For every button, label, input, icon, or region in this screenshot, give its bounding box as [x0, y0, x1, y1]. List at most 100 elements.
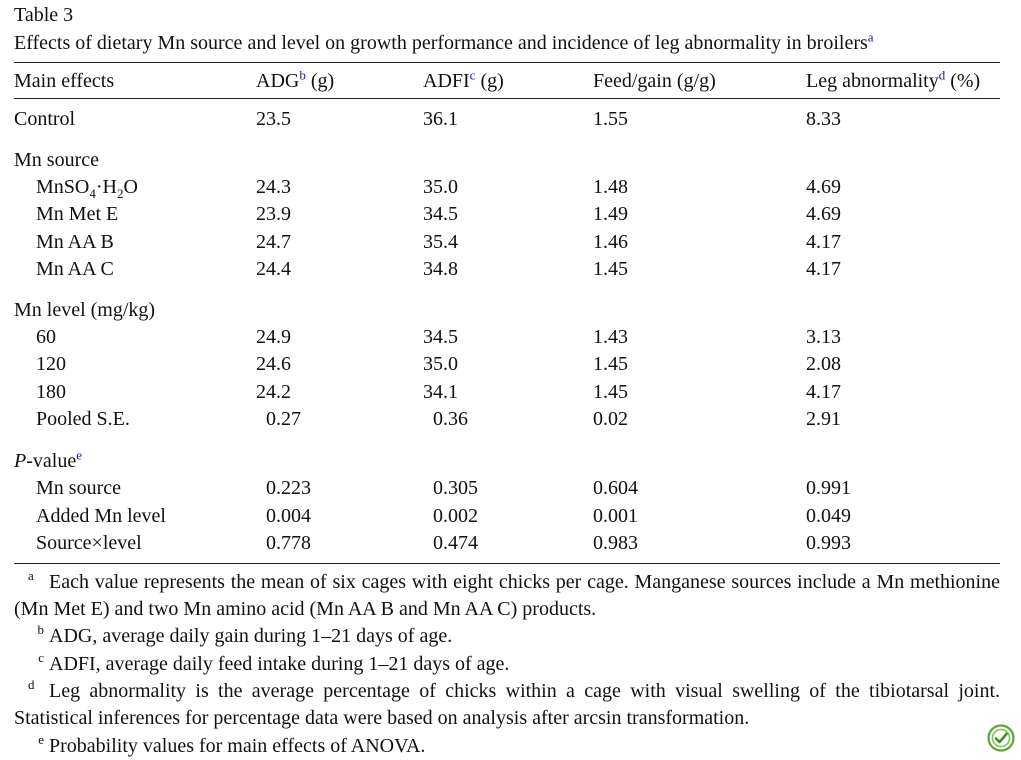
p-value-footnote-link[interactable]: e — [76, 447, 82, 463]
cell-level-120-adg: 24.6 — [256, 353, 291, 375]
table-label: Table 3 — [14, 4, 74, 26]
header-leg-abnormality: Leg abnormalityd (%) — [806, 67, 981, 93]
p-value-rest: -value — [26, 450, 77, 472]
cell-mn-met-e-adg: 23.9 — [256, 203, 291, 225]
row-label-mn-aa-b: Mn AA B — [36, 231, 114, 253]
row-label-control: Control — [14, 108, 76, 130]
title-footnote-link[interactable]: a — [867, 29, 874, 45]
footnote-b-text: ADG, average daily gain during 1–21 days… — [49, 625, 453, 647]
group-heading-p-value: P-valuee — [14, 447, 82, 473]
footnote-d: d Leg abnormality is the average percenta… — [14, 677, 1000, 729]
footnote-a: a Each value represents the mean of six c… — [14, 568, 1000, 620]
cell-p-mn-source-fg: 0.604 — [593, 477, 638, 499]
cell-mn-aa-c-adg: 24.4 — [256, 258, 291, 280]
cell-mn-aa-c-leg: 4.17 — [806, 258, 841, 280]
leg-footnote-link[interactable]: d — [938, 67, 946, 83]
cell-control-adg: 23.5 — [256, 108, 291, 130]
header-leg-unit: (%) — [945, 70, 981, 92]
cell-level-60-adg: 24.9 — [256, 326, 291, 348]
mnso4-part-a: MnSO — [36, 176, 90, 198]
source-x-level-part-b: level — [102, 532, 142, 554]
cell-level-120-fg: 1.45 — [593, 353, 628, 375]
mnso4-part-c: O — [123, 176, 138, 198]
row-label-level-120: 120 — [36, 353, 66, 375]
row-label-p-source-x-level: Source×level — [36, 531, 142, 555]
footnote-d-text: Leg abnormality is the average percentag… — [14, 680, 1000, 729]
row-label-mn-aa-c: Mn AA C — [36, 258, 114, 280]
cell-mn-aa-c-fg: 1.45 — [593, 258, 628, 280]
cell-mnso4-fg: 1.48 — [593, 176, 628, 198]
cell-level-180-adg: 24.2 — [256, 381, 291, 403]
cell-level-180-leg: 4.17 — [806, 381, 841, 403]
table-title-text: Effects of dietary Mn source and level o… — [14, 32, 868, 54]
p-italic: P — [14, 450, 27, 472]
cell-p-added-level-adg: 0.004 — [266, 505, 311, 527]
footnote-c: c ADFI, average daily feed intake during … — [38, 650, 510, 675]
adg-footnote-link[interactable]: b — [299, 67, 306, 83]
cell-p-added-level-leg: 0.049 — [806, 505, 851, 527]
bottom-rule — [14, 563, 1000, 564]
header-feed-gain: Feed/gain (g/g) — [593, 70, 716, 92]
row-label-level-180: 180 — [36, 381, 66, 403]
footnote-a-text: Each value represents the mean of six ca… — [14, 571, 1000, 620]
group-heading-mn-level: Mn level (mg/kg) — [14, 299, 156, 321]
cell-pooled-se-leg: 2.91 — [806, 408, 841, 430]
cell-p-added-level-adfi: 0.002 — [433, 505, 478, 527]
cell-mn-aa-b-adfi: 35.4 — [423, 231, 458, 253]
times-symbol: × — [91, 532, 103, 554]
cell-p-mn-source-adfi: 0.305 — [433, 477, 478, 499]
header-leg-text: Leg abnormality — [806, 70, 939, 92]
row-label-p-added-mn-level: Added Mn level — [36, 505, 166, 527]
header-adfi: ADFIc (g) — [423, 67, 504, 93]
row-label-p-mn-source: Mn source — [36, 477, 121, 499]
row-label-mn-met-e: Mn Met E — [36, 203, 119, 225]
header-adg-unit: (g) — [305, 70, 335, 92]
cell-level-60-fg: 1.43 — [593, 326, 628, 348]
cell-pooled-se-fg: 0.02 — [593, 408, 628, 430]
crossmark-icon[interactable] — [987, 724, 1015, 752]
cell-level-120-leg: 2.08 — [806, 353, 841, 375]
row-label-pooled-se: Pooled S.E. — [36, 408, 130, 430]
cell-mn-met-e-adfi: 34.5 — [423, 203, 458, 225]
header-adfi-unit: (g) — [475, 70, 504, 92]
mnso4-sub-4: 4 — [89, 186, 96, 201]
header-rule — [14, 98, 1000, 99]
adfi-footnote-link[interactable]: c — [469, 67, 476, 83]
cell-pooled-se-adfi: 0.36 — [433, 408, 468, 430]
cell-level-60-adfi: 34.5 — [423, 326, 458, 348]
cell-pooled-se-adg: 0.27 — [266, 408, 301, 430]
footnote-c-text: ADFI, average daily feed intake during 1… — [49, 653, 510, 675]
cell-level-120-adfi: 35.0 — [423, 353, 458, 375]
cell-p-interaction-leg: 0.993 — [806, 532, 851, 554]
footnote-e-text: Probability values for main effects of A… — [49, 735, 426, 757]
cell-mnso4-adg: 24.3 — [256, 176, 291, 198]
cell-level-180-fg: 1.45 — [593, 381, 628, 403]
cell-mn-aa-b-leg: 4.17 — [806, 231, 841, 253]
cell-level-180-adfi: 34.1 — [423, 381, 458, 403]
cell-p-interaction-fg: 0.983 — [593, 532, 638, 554]
cell-mnso4-adfi: 35.0 — [423, 176, 458, 198]
header-main-effects: Main effects — [14, 70, 115, 92]
mnso4-part-b: ·H — [95, 176, 117, 198]
cell-control-adfi: 36.1 — [423, 108, 458, 130]
footnote-e: e Probability values for main effects of … — [38, 732, 426, 757]
cell-p-mn-source-adg: 0.223 — [266, 477, 311, 499]
cell-control-leg: 8.33 — [806, 108, 841, 130]
cell-mn-aa-c-adfi: 34.8 — [423, 258, 458, 280]
cell-mn-met-e-leg: 4.69 — [806, 203, 841, 225]
header-adfi-text: ADFI — [423, 70, 470, 92]
header-adg: ADGb (g) — [256, 67, 335, 93]
row-label-level-60: 60 — [36, 326, 56, 348]
table-title: Effects of dietary Mn source and level o… — [14, 29, 874, 55]
footnote-b: b ADG, average daily gain during 1–21 day… — [37, 622, 453, 647]
cell-p-added-level-fg: 0.001 — [593, 505, 638, 527]
cell-p-mn-source-leg: 0.991 — [806, 477, 851, 499]
cell-mn-aa-b-fg: 1.46 — [593, 231, 628, 253]
group-heading-mn-source: Mn source — [14, 149, 99, 171]
cell-control-fg: 1.55 — [593, 108, 628, 130]
cell-mn-aa-b-adg: 24.7 — [256, 231, 291, 253]
cell-mn-met-e-fg: 1.49 — [593, 203, 628, 225]
cell-mnso4-leg: 4.69 — [806, 176, 841, 198]
mnso4-sub-2: 2 — [116, 186, 124, 201]
cell-level-60-leg: 3.13 — [806, 326, 841, 348]
